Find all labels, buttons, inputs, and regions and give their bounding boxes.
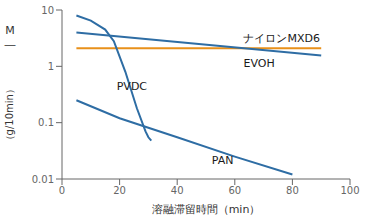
svg-text:80: 80 (286, 185, 299, 196)
svg-text:PAN: PAN (212, 154, 234, 167)
svg-text:0.1: 0.1 (38, 117, 54, 128)
svg-text:0.01: 0.01 (32, 174, 54, 185)
svg-text:1: 1 (48, 61, 54, 72)
svg-text:10: 10 (41, 5, 54, 16)
svg-text:100: 100 (340, 185, 359, 196)
svg-text:0: 0 (59, 185, 65, 196)
svg-text:ナイロンMXD6: ナイロンMXD6 (243, 32, 320, 45)
svg-text:40: 40 (171, 185, 184, 196)
svg-text:溶融滞留時間（min）: 溶融滞留時間（min） (152, 203, 261, 216)
svg-text:M: M (8, 24, 15, 37)
svg-text:（g/10min）: （g/10min） (8, 84, 16, 145)
svg-text:―: ― (8, 38, 16, 51)
svg-text:20: 20 (113, 185, 126, 196)
svg-text:PVDC: PVDC (117, 80, 148, 93)
svg-text:60: 60 (228, 185, 241, 196)
svg-text:EVOH: EVOH (243, 57, 274, 70)
